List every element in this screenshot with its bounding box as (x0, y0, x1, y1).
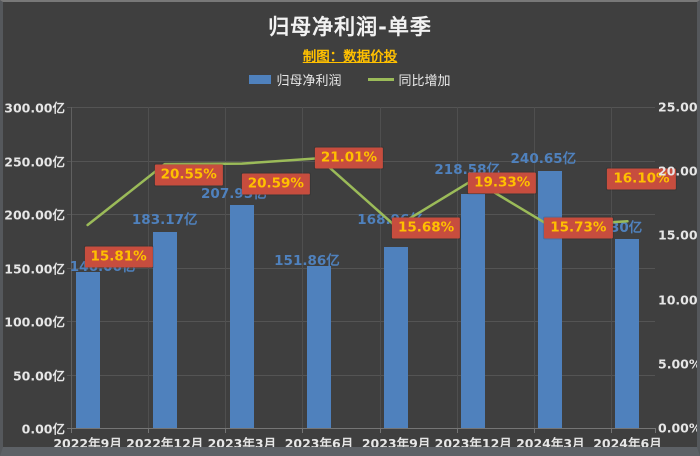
y-axis-label-left: 50.00亿 (12, 368, 65, 383)
bar (615, 239, 640, 428)
y-axis-label-right: 20.00% (658, 163, 698, 179)
bar (461, 194, 486, 428)
gridline-h (67, 321, 655, 322)
x-axis-label: 2023年12月 (434, 436, 512, 451)
yoy-percent-label: 20.55% (154, 164, 223, 186)
gridline-v (379, 107, 381, 428)
x-axis-tick (533, 428, 535, 433)
y-axis-label-left: 250.00亿 (4, 154, 65, 169)
gridline-v (456, 107, 458, 428)
gridline-v (610, 107, 612, 428)
y-axis-label-right: 25.00% (658, 99, 698, 115)
x-axis-label: 2022年9月 (53, 436, 122, 451)
x-axis-tick (148, 428, 150, 433)
yoy-percent-label: 20.59% (241, 173, 310, 195)
yoy-percent-label: 15.73% (544, 217, 613, 239)
x-axis-line (67, 428, 655, 429)
x-axis-tick (456, 428, 458, 433)
gridline-v (71, 107, 72, 428)
chart-title: 归母净利润-单季 (268, 15, 432, 39)
x-axis-tick (225, 428, 227, 433)
bar (75, 271, 100, 428)
yoy-percent-label: 21.01% (314, 147, 384, 169)
gridline-h (67, 107, 655, 108)
bar (384, 247, 409, 428)
bar (306, 265, 331, 428)
legend-item-yoy: 同比增加 (367, 70, 451, 89)
x-axis-tick (379, 428, 381, 433)
x-axis-label: 2022年12月 (126, 436, 204, 451)
gridline-v (225, 107, 227, 428)
y-axis-label-right: 5.00% (658, 356, 700, 372)
chart-subtitle: 制图：数据价投 (302, 49, 398, 65)
x-axis-tick (655, 428, 656, 433)
bar-value-label: 183.17亿 (131, 212, 198, 228)
yoy-percent-label: 19.33% (468, 172, 537, 194)
y-axis-label-left: 300.00亿 (4, 100, 65, 116)
bar-series-swatch-icon (249, 75, 272, 84)
gridline-h (67, 267, 655, 269)
line-series-swatch-icon (367, 78, 394, 81)
x-axis-label: 2023年3月 (207, 436, 277, 451)
bar (538, 170, 563, 428)
yoy-percent-label: 15.68% (391, 217, 461, 239)
plot-area: 300.00亿 250.00亿 200.00亿 150.00亿 100.00亿 50.00… (3, 2, 700, 448)
gridline-v (148, 107, 150, 428)
x-axis-label: 2024年6月 (593, 436, 662, 451)
gridline-v (302, 107, 304, 428)
legend-label-yoy: 同比增加 (398, 74, 451, 89)
y-axis-label-left: 150.00亿 (4, 261, 65, 276)
y-axis-label-right: 15.00% (658, 227, 698, 243)
y-axis-label-right: 10.00% (658, 292, 698, 308)
x-axis-label: 2023年6月 (284, 436, 354, 451)
bar-value-label: 240.65亿 (510, 150, 577, 167)
bar (229, 205, 254, 428)
y-axis-label-right: 0.00% (658, 420, 700, 436)
y-axis-label-left: 200.00亿 (4, 207, 65, 223)
bar (152, 232, 177, 428)
legend: 归母净利润 同比增加 (3, 70, 697, 89)
x-axis-tick (610, 428, 612, 433)
yoy-percent-label: 15.81% (84, 246, 153, 268)
bar-value-label: 151.86亿 (274, 252, 340, 269)
legend-item-net-profit: 归母净利润 (249, 70, 342, 89)
x-axis-label: 2024年3月 (516, 436, 585, 451)
x-axis-tick (71, 428, 72, 433)
x-axis-tick (302, 428, 304, 433)
y-axis-label-left: 100.00亿 (4, 314, 65, 330)
y-axis-label-left: 0.00亿 (21, 421, 65, 437)
gridline-v (533, 107, 535, 428)
x-axis-label: 2023年9月 (361, 436, 431, 451)
legend-label-net-profit: 归母净利润 (276, 74, 342, 89)
gridline-h (67, 374, 655, 376)
